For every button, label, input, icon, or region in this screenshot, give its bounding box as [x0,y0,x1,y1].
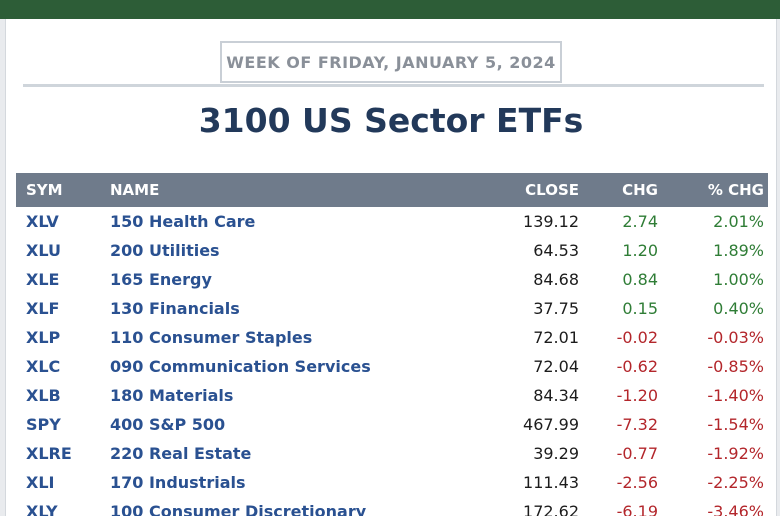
symbol-link[interactable]: SPY [26,415,61,434]
top-bar [0,0,780,19]
close-value: 111.43 [523,473,579,492]
close-value: 172.62 [523,502,579,516]
etf-name-link[interactable]: 100 Consumer Discretionary [110,502,367,516]
table-row[interactable]: XLY 100 Consumer Discretionary 172.62 -6.19… [16,497,768,516]
etf-name-link[interactable]: 130 Financials [110,299,240,318]
table-row[interactable]: XLI 170 Industrials 111.43 -2.56 -2.25% [16,468,768,497]
close-value: 64.53 [533,241,579,260]
table-row[interactable]: XLE 165 Energy 84.68 0.84 1.00% [16,265,768,294]
change-value: 1.20 [622,241,658,260]
table-row[interactable]: XLRE 220 Real Estate 39.29 -0.77 -1.92% [16,439,768,468]
table-row[interactable]: XLF 130 Financials 37.75 0.15 0.40% [16,294,768,323]
close-value: 139.12 [523,212,579,231]
etf-name-link[interactable]: 200 Utilities [110,241,220,260]
symbol-link[interactable]: XLV [26,212,59,231]
etf-name-link[interactable]: 090 Communication Services [110,357,371,376]
symbol-link[interactable]: XLC [26,357,61,376]
percent-change-value: 1.89% [713,241,764,260]
content-card: WEEK OF FRIDAY, JANUARY 5, 2024 3100 US … [5,19,777,516]
close-value: 467.99 [523,415,579,434]
etf-name-link[interactable]: 180 Materials [110,386,234,405]
symbol-link[interactable]: XLY [26,502,58,516]
etf-name-link[interactable]: 150 Health Care [110,212,256,231]
symbol-link[interactable]: XLU [26,241,61,260]
table-row[interactable]: XLC 090 Communication Services 72.04 -0.62 -… [16,352,768,381]
change-value: -1.20 [616,386,658,405]
percent-change-value: -0.03% [707,328,764,347]
symbol-link[interactable]: XLI [26,473,55,492]
change-value: -0.02 [616,328,658,347]
etf-name-link[interactable]: 110 Consumer Staples [110,328,313,347]
table-row[interactable]: XLP 110 Consumer Staples 72.01 -0.02 -0.03% [16,323,768,352]
change-value: -0.77 [616,444,658,463]
column-header-pct-chg[interactable]: % CHG [707,181,764,199]
change-value: 0.15 [622,299,658,318]
percent-change-value: -1.40% [707,386,764,405]
percent-change-value: 2.01% [713,212,764,231]
symbol-link[interactable]: XLB [26,386,61,405]
symbol-link[interactable]: XLP [26,328,61,347]
column-header-sym[interactable]: SYM [26,181,63,199]
column-header-chg[interactable]: CHG [622,181,658,199]
percent-change-value: -1.92% [707,444,764,463]
percent-change-value: -1.54% [707,415,764,434]
symbol-link[interactable]: XLE [26,270,60,289]
percent-change-value: 1.00% [713,270,764,289]
table-row[interactable]: XLB 180 Materials 84.34 -1.20 -1.40% [16,381,768,410]
close-value: 37.75 [533,299,579,318]
close-value: 72.01 [533,328,579,347]
symbol-link[interactable]: XLRE [26,444,72,463]
table-body: XLV 150 Health Care 139.12 2.74 2.01% XLU 200 … [16,207,768,516]
table-row[interactable]: SPY 400 S&P 500 467.99 -7.32 -1.54% [16,410,768,439]
week-label: WEEK OF FRIDAY, JANUARY 5, 2024 [226,52,556,72]
etf-name-link[interactable]: 400 S&P 500 [110,415,226,434]
table-row[interactable]: XLV 150 Health Care 139.12 2.74 2.01% [16,207,768,236]
week-label-box: WEEK OF FRIDAY, JANUARY 5, 2024 [220,41,562,83]
change-value: -7.32 [616,415,658,434]
percent-change-value: -2.25% [707,473,764,492]
change-value: -2.56 [616,473,658,492]
table-row[interactable]: XLU 200 Utilities 64.53 1.20 1.89% [16,236,768,265]
change-value: 2.74 [622,212,658,231]
close-value: 84.68 [533,270,579,289]
symbol-link[interactable]: XLF [26,299,60,318]
change-value: 0.84 [622,270,658,289]
close-value: 84.34 [533,386,579,405]
change-value: -6.19 [616,502,658,516]
percent-change-value: 0.40% [713,299,764,318]
percent-change-value: -3.46% [707,502,764,516]
column-header-close[interactable]: CLOSE [525,181,579,199]
table-header: SYM NAME CLOSE CHG % CHG [16,173,768,207]
close-value: 72.04 [533,357,579,376]
etf-name-link[interactable]: 220 Real Estate [110,444,252,463]
etf-name-link[interactable]: 170 Industrials [110,473,246,492]
close-value: 39.29 [533,444,579,463]
divider [23,84,764,87]
page-title: 3100 US Sector ETFs [198,101,584,140]
etf-table: SYM NAME CLOSE CHG % CHG XLV 150 Health C… [16,173,768,516]
column-header-name[interactable]: NAME [110,181,160,199]
percent-change-value: -0.85% [707,357,764,376]
etf-name-link[interactable]: 165 Energy [110,270,212,289]
change-value: -0.62 [616,357,658,376]
